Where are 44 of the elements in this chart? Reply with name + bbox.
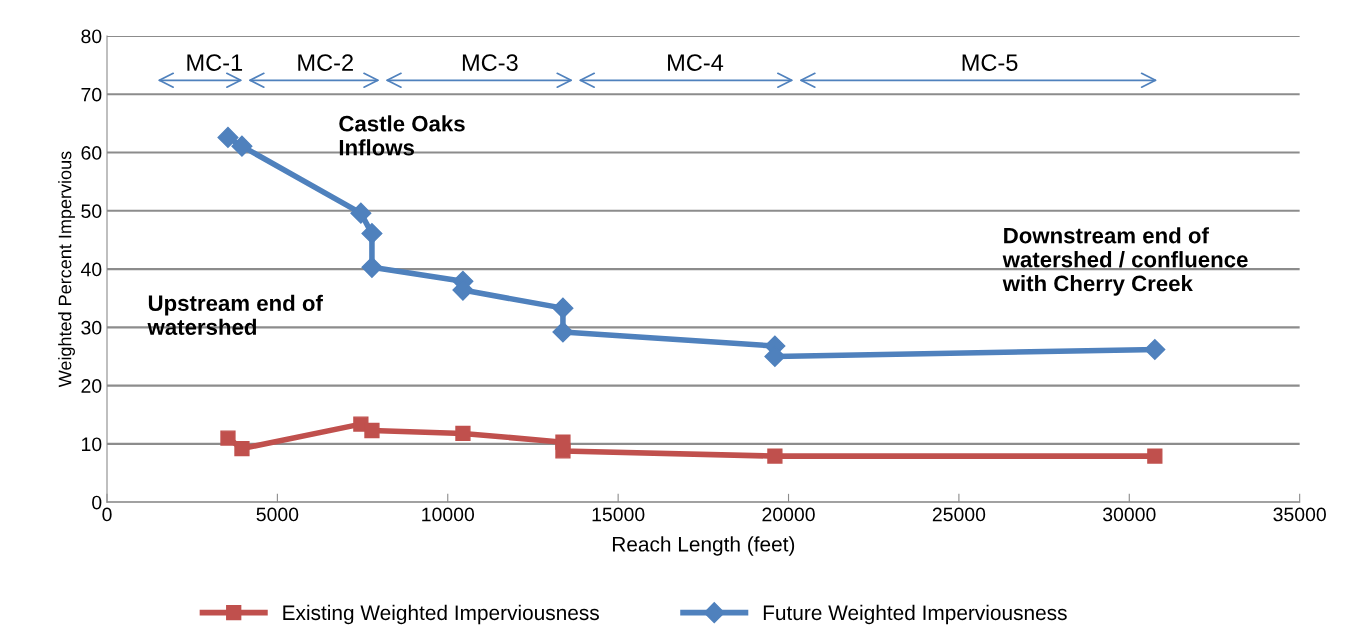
y-axis-title: Weighted Percent Impervious [58,151,75,388]
annotation: MC-3 [462,54,518,71]
point [1147,448,1163,464]
point [555,443,571,459]
x-tick-label: 15000 [592,507,645,522]
annotation: Upstream end of watershed [147,294,323,335]
legend-label: Existing Weighted Imperviousness [283,604,599,625]
x-tick-label: 5000 [256,507,299,522]
point [552,297,574,319]
annotation: MC-5 [962,54,1018,71]
point [220,430,236,446]
annotation: Downstream end of watershed / confluence with Cherry Creek [1002,227,1248,296]
point [552,321,574,343]
y-tick-label: 60 [81,146,102,160]
annotation: Castle Oaks Inflows [339,115,465,156]
x-tick-label: 20000 [762,507,815,522]
point [350,202,372,224]
x-tick-label: 0 [102,507,112,522]
point [234,440,250,457]
point [361,256,383,278]
y-tick-label: 50 [81,204,102,219]
y-tick-label: 20 [81,379,102,393]
legend-label: Future Weighted Imperviousness [763,604,1067,625]
x-tick-label: 35000 [1273,507,1326,522]
point [217,126,239,148]
y-tick-label: 70 [81,87,102,102]
point [767,448,783,464]
x-tick-label: 25000 [932,507,986,522]
y-tick-label: 0 [92,495,102,510]
y-tick-label: 80 [81,29,102,44]
point [361,223,383,245]
annotation: MC-2 [298,54,353,71]
point [364,422,380,439]
x-tick-label: 10000 [422,507,475,522]
x-tick-label: 30000 [1102,507,1156,522]
y-tick-label: 10 [81,437,102,452]
y-tick-label: 30 [81,320,102,335]
y-tick-label: 40 [80,262,102,277]
annotation: MC-4 [668,54,724,71]
point [455,425,471,442]
x-axis-title: Reach Length (feet) [612,536,795,556]
annotation: MC-1 [187,54,243,71]
point [231,135,253,157]
point [1144,338,1166,361]
